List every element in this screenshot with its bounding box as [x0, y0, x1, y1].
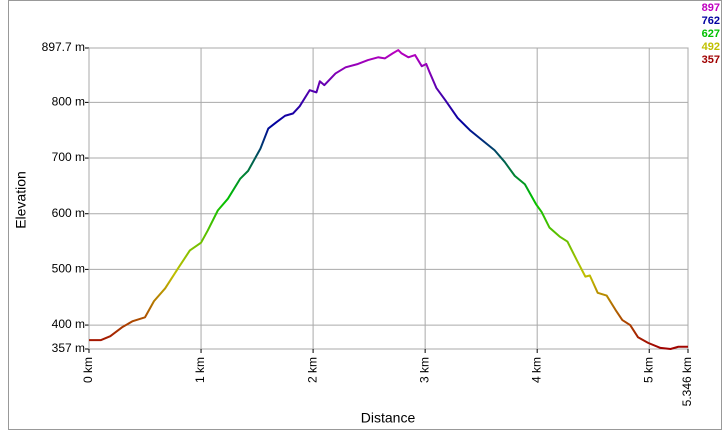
x-tick-label: 3 km — [417, 357, 431, 383]
y-tick-label: 600 m — [52, 206, 85, 220]
x-tick-label: 1 km — [193, 357, 207, 383]
elevation-line — [89, 49, 688, 350]
plot-area — [88, 47, 689, 350]
y-tick-label: 800 m — [52, 95, 85, 109]
y-tick-label: 357 m — [52, 341, 85, 355]
legend-label: 357 — [702, 54, 720, 66]
y-tick-label: 500 m — [52, 262, 85, 276]
y-tick-label: 700 m — [52, 150, 85, 164]
x-tick-label: 4 km — [529, 357, 543, 383]
x-tick-label: 5 km — [641, 357, 655, 383]
x-tick-label: 2 km — [305, 357, 319, 383]
y-tick-label: 400 m — [52, 317, 85, 331]
legend-label: 897 — [702, 2, 720, 14]
legend-label: 627 — [702, 28, 720, 40]
x-tick-label: 5.346 km — [680, 357, 694, 406]
x-axis-title: Distance — [361, 410, 416, 426]
legend-label: 762 — [702, 15, 720, 27]
x-tick-label: 0 km — [81, 357, 95, 383]
y-axis-title: Elevation — [13, 171, 29, 229]
legend-label: 492 — [702, 41, 720, 53]
y-tick-label: 897.7 m — [42, 40, 85, 54]
